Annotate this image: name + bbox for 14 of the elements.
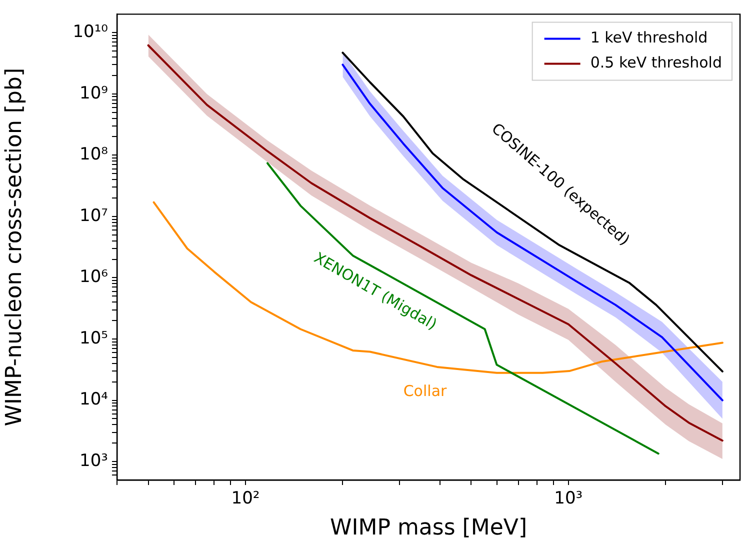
y-axis-title: WIMP-nucleon cross-section [pb] [2, 68, 27, 426]
y-tick-label: 10³ [80, 450, 108, 471]
legend-label: 1 keV threshold [590, 28, 708, 47]
y-tick-label: 10⁵ [80, 328, 108, 348]
series-label: Collar [403, 382, 448, 400]
y-tick-label: 10⁶ [80, 267, 108, 288]
y-tick-label: 10⁷ [80, 206, 108, 226]
y-tick-label: 10¹⁰ [72, 22, 108, 42]
legend-label: 0.5 keV threshold [590, 54, 722, 72]
x-tick-label: 10² [231, 488, 260, 509]
y-tick-label: 10⁴ [80, 390, 108, 410]
x-axis-title: WIMP mass [MeV] [330, 516, 528, 541]
y-tick-label: 10⁹ [80, 83, 108, 104]
y-tick-label: 10⁸ [80, 144, 108, 165]
